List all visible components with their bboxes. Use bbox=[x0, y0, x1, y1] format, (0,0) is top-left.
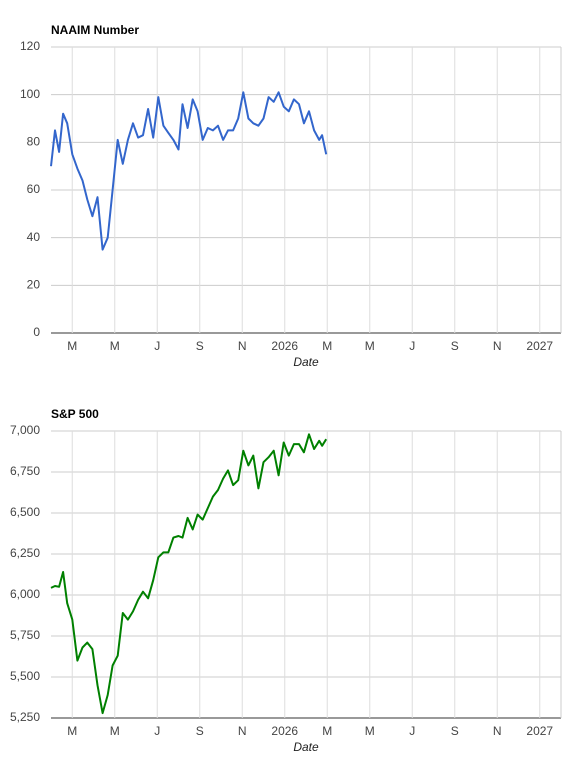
x-axis-label: Date bbox=[293, 740, 319, 754]
x-tick-label: S bbox=[451, 339, 459, 353]
y-tick-label: 6,000 bbox=[10, 587, 40, 601]
y-tick-label: 7,000 bbox=[10, 423, 40, 437]
y-tick-label: 100 bbox=[20, 87, 40, 101]
chart-title: NAAIM Number bbox=[51, 23, 139, 37]
x-tick-label: M bbox=[365, 339, 375, 353]
y-tick-label: 6,250 bbox=[10, 546, 40, 560]
x-tick-label: N bbox=[238, 724, 247, 738]
x-tick-label: S bbox=[196, 724, 204, 738]
chart-title: S&P 500 bbox=[51, 407, 99, 421]
x-tick-label: M bbox=[322, 339, 332, 353]
x-tick-label: J bbox=[154, 339, 160, 353]
x-tick-label: J bbox=[409, 724, 415, 738]
data-line bbox=[50, 433, 328, 715]
x-tick-label: 2027 bbox=[526, 724, 553, 738]
x-tick-label: M bbox=[67, 724, 77, 738]
x-tick-label: 2027 bbox=[526, 339, 553, 353]
x-tick-label: N bbox=[238, 339, 247, 353]
y-tick-label: 5,750 bbox=[10, 628, 40, 642]
y-tick-label: 20 bbox=[27, 278, 41, 292]
x-tick-label: M bbox=[110, 339, 120, 353]
y-tick-label: 60 bbox=[27, 182, 41, 196]
x-tick-label: M bbox=[322, 724, 332, 738]
x-tick-label: 2026 bbox=[271, 339, 298, 353]
y-tick-label: 6,500 bbox=[10, 505, 40, 519]
y-tick-label: 120 bbox=[20, 39, 40, 53]
y-tick-label: 5,500 bbox=[10, 669, 40, 683]
x-tick-label: S bbox=[196, 339, 204, 353]
data-line bbox=[50, 91, 328, 251]
y-tick-label: 40 bbox=[27, 230, 41, 244]
y-tick-label: 0 bbox=[33, 325, 40, 339]
x-tick-label: S bbox=[451, 724, 459, 738]
x-tick-label: N bbox=[493, 724, 502, 738]
x-tick-label: M bbox=[365, 724, 375, 738]
x-tick-label: M bbox=[67, 339, 77, 353]
x-axis-label: Date bbox=[293, 355, 319, 369]
y-tick-label: 6,750 bbox=[10, 464, 40, 478]
y-tick-label: 80 bbox=[27, 135, 41, 149]
x-tick-label: M bbox=[110, 724, 120, 738]
x-tick-label: 2026 bbox=[271, 724, 298, 738]
x-tick-label: J bbox=[154, 724, 160, 738]
x-tick-label: N bbox=[493, 339, 502, 353]
y-tick-label: 5,250 bbox=[10, 710, 40, 724]
x-tick-label: J bbox=[409, 339, 415, 353]
